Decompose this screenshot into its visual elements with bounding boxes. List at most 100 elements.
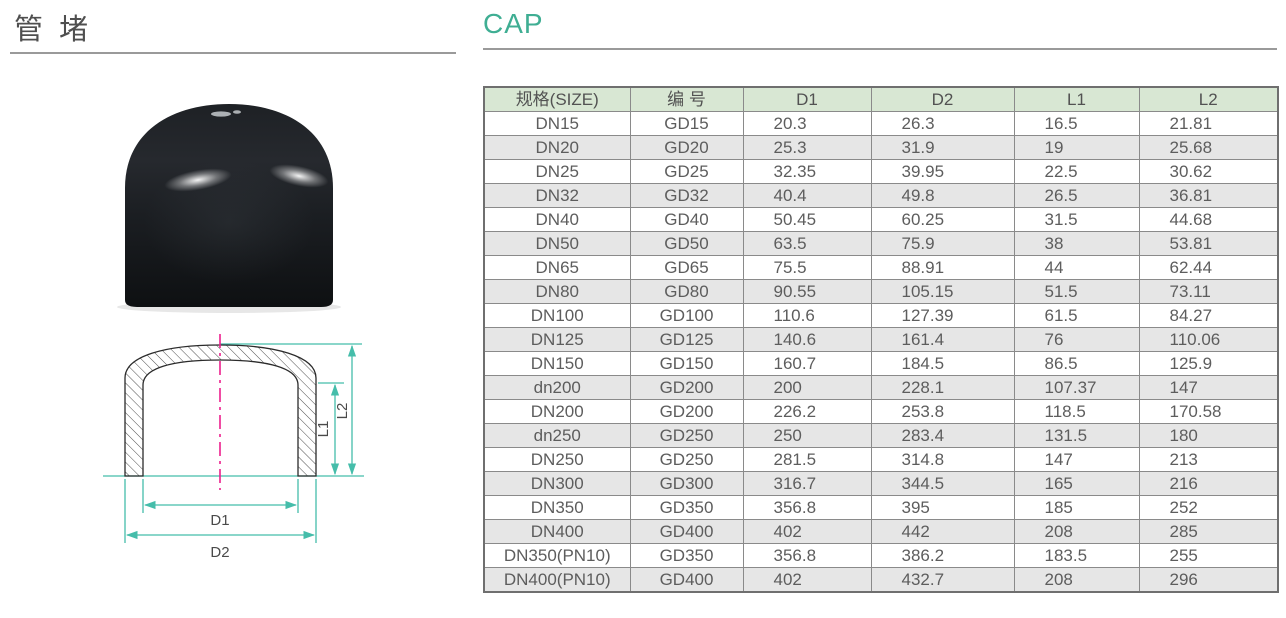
table-cell: DN80	[483, 279, 631, 304]
header-d1: D1	[742, 86, 872, 112]
table-cell: 75.5	[742, 255, 872, 280]
table-cell: 36.81	[1138, 183, 1279, 208]
table-cell: DN125	[483, 327, 631, 352]
table-cell: DN250	[483, 447, 631, 472]
table-cell: 170.58	[1138, 399, 1279, 424]
table-row: DN400 GD400 402 442 208 285	[483, 519, 1279, 544]
table-cell: 26.3	[870, 111, 1015, 136]
cap-table-body: DN15 GD15 20.3 26.3 16.5 21.81 DN20 GD20 25.3 31.…	[483, 111, 1279, 593]
table-row: DN80 GD80 90.55 105.15 51.5 73.11	[483, 279, 1279, 304]
table-cell: 147	[1138, 375, 1279, 400]
label-d2: D2	[210, 544, 229, 561]
table-cell: 31.9	[870, 135, 1015, 160]
table-cell: 62.44	[1138, 255, 1279, 280]
table-cell: dn200	[483, 375, 631, 400]
table-cell: GD50	[629, 231, 744, 256]
table-cell: 118.5	[1013, 399, 1140, 424]
table-cell: 25.3	[742, 135, 872, 160]
table-row: DN32 GD32 40.4 49.8 26.5 36.81	[483, 183, 1279, 208]
table-cell: 255	[1138, 543, 1279, 568]
table-cell: 296	[1138, 567, 1279, 593]
table-cell: 208	[1013, 567, 1140, 593]
page-title-chinese: 管 堵	[14, 14, 93, 46]
table-cell: GD32	[629, 183, 744, 208]
table-cell: DN15	[483, 111, 631, 136]
table-cell: 90.55	[742, 279, 872, 304]
table-cell: 125.9	[1138, 351, 1279, 376]
table-cell: 253.8	[870, 399, 1015, 424]
cap-top-glint-small	[233, 110, 241, 114]
header-size: 规格(SIZE)	[483, 86, 631, 112]
table-cell: 20.3	[742, 111, 872, 136]
table-cell: DN100	[483, 303, 631, 328]
table-row: DN250 GD250 281.5 314.8 147 213	[483, 447, 1279, 472]
table-cell: 30.62	[1138, 159, 1279, 184]
table-cell: GD150	[629, 351, 744, 376]
cap-highlight-right	[269, 164, 329, 188]
table-cell: 283.4	[870, 423, 1015, 448]
table-cell: 183.5	[1013, 543, 1140, 568]
table-cell: 200	[742, 375, 872, 400]
table-cell: 250	[742, 423, 872, 448]
table-cell: 22.5	[1013, 159, 1140, 184]
table-row: DN400(PN10) GD400 402 432.7 208 296	[483, 567, 1279, 593]
table-cell: 84.27	[1138, 303, 1279, 328]
table-cell: GD40	[629, 207, 744, 232]
table-cell: 50.45	[742, 207, 872, 232]
table-cell: DN32	[483, 183, 631, 208]
cap-top-glint	[211, 111, 231, 117]
table-cell: GD250	[629, 447, 744, 472]
table-cell: 395	[870, 495, 1015, 520]
left-divider	[10, 52, 456, 54]
table-cell: 314.8	[870, 447, 1015, 472]
table-cell: 216	[1138, 471, 1279, 496]
table-cell: GD300	[629, 471, 744, 496]
table-cell: 26.5	[1013, 183, 1140, 208]
right-divider	[483, 48, 1277, 50]
table-cell: 147	[1013, 447, 1140, 472]
table-row: DN350 GD350 356.8 395 185 252	[483, 495, 1279, 520]
table-cell: 76	[1013, 327, 1140, 352]
table-cell: 226.2	[742, 399, 872, 424]
table-cell: DN350	[483, 495, 631, 520]
label-l2: L2	[334, 403, 351, 420]
table-cell: 60.25	[870, 207, 1015, 232]
table-cell: GD80	[629, 279, 744, 304]
table-cell: 131.5	[1013, 423, 1140, 448]
table-cell: GD20	[629, 135, 744, 160]
header-code: 编 号	[629, 86, 744, 112]
table-cell: 49.8	[870, 183, 1015, 208]
label-l1: L1	[315, 421, 332, 438]
table-cell: 356.8	[742, 495, 872, 520]
table-cell: 185	[1013, 495, 1140, 520]
label-d1: D1	[210, 512, 229, 529]
table-row: DN20 GD20 25.3 31.9 19 25.68	[483, 135, 1279, 160]
table-cell: 442	[870, 519, 1015, 544]
table-row: DN65 GD65 75.5 88.91 44 62.44	[483, 255, 1279, 280]
table-row: DN50 GD50 63.5 75.9 38 53.81	[483, 231, 1279, 256]
table-cell: DN350(PN10)	[483, 543, 631, 568]
table-cell: 19	[1013, 135, 1140, 160]
table-row: DN15 GD15 20.3 26.3 16.5 21.81	[483, 111, 1279, 136]
table-cell: GD350	[629, 543, 744, 568]
table-cell: 127.39	[870, 303, 1015, 328]
table-cell: DN20	[483, 135, 631, 160]
table-cell: 40.4	[742, 183, 872, 208]
table-cell: 44.68	[1138, 207, 1279, 232]
table-cell: 31.5	[1013, 207, 1140, 232]
table-cell: 285	[1138, 519, 1279, 544]
table-cell: 61.5	[1013, 303, 1140, 328]
table-cell: 107.37	[1013, 375, 1140, 400]
table-cell: GD15	[629, 111, 744, 136]
table-cell: GD200	[629, 375, 744, 400]
table-cell: 184.5	[870, 351, 1015, 376]
table-row: DN40 GD40 50.45 60.25 31.5 44.68	[483, 207, 1279, 232]
table-cell: 180	[1138, 423, 1279, 448]
product-photo-cap	[103, 92, 355, 318]
table-cell: 21.81	[1138, 111, 1279, 136]
table-header-row: 规格(SIZE) 编 号 D1 D2 L1 L2	[483, 86, 1279, 112]
table-cell: 105.15	[870, 279, 1015, 304]
table-cell: 39.95	[870, 159, 1015, 184]
table-cell: GD25	[629, 159, 744, 184]
